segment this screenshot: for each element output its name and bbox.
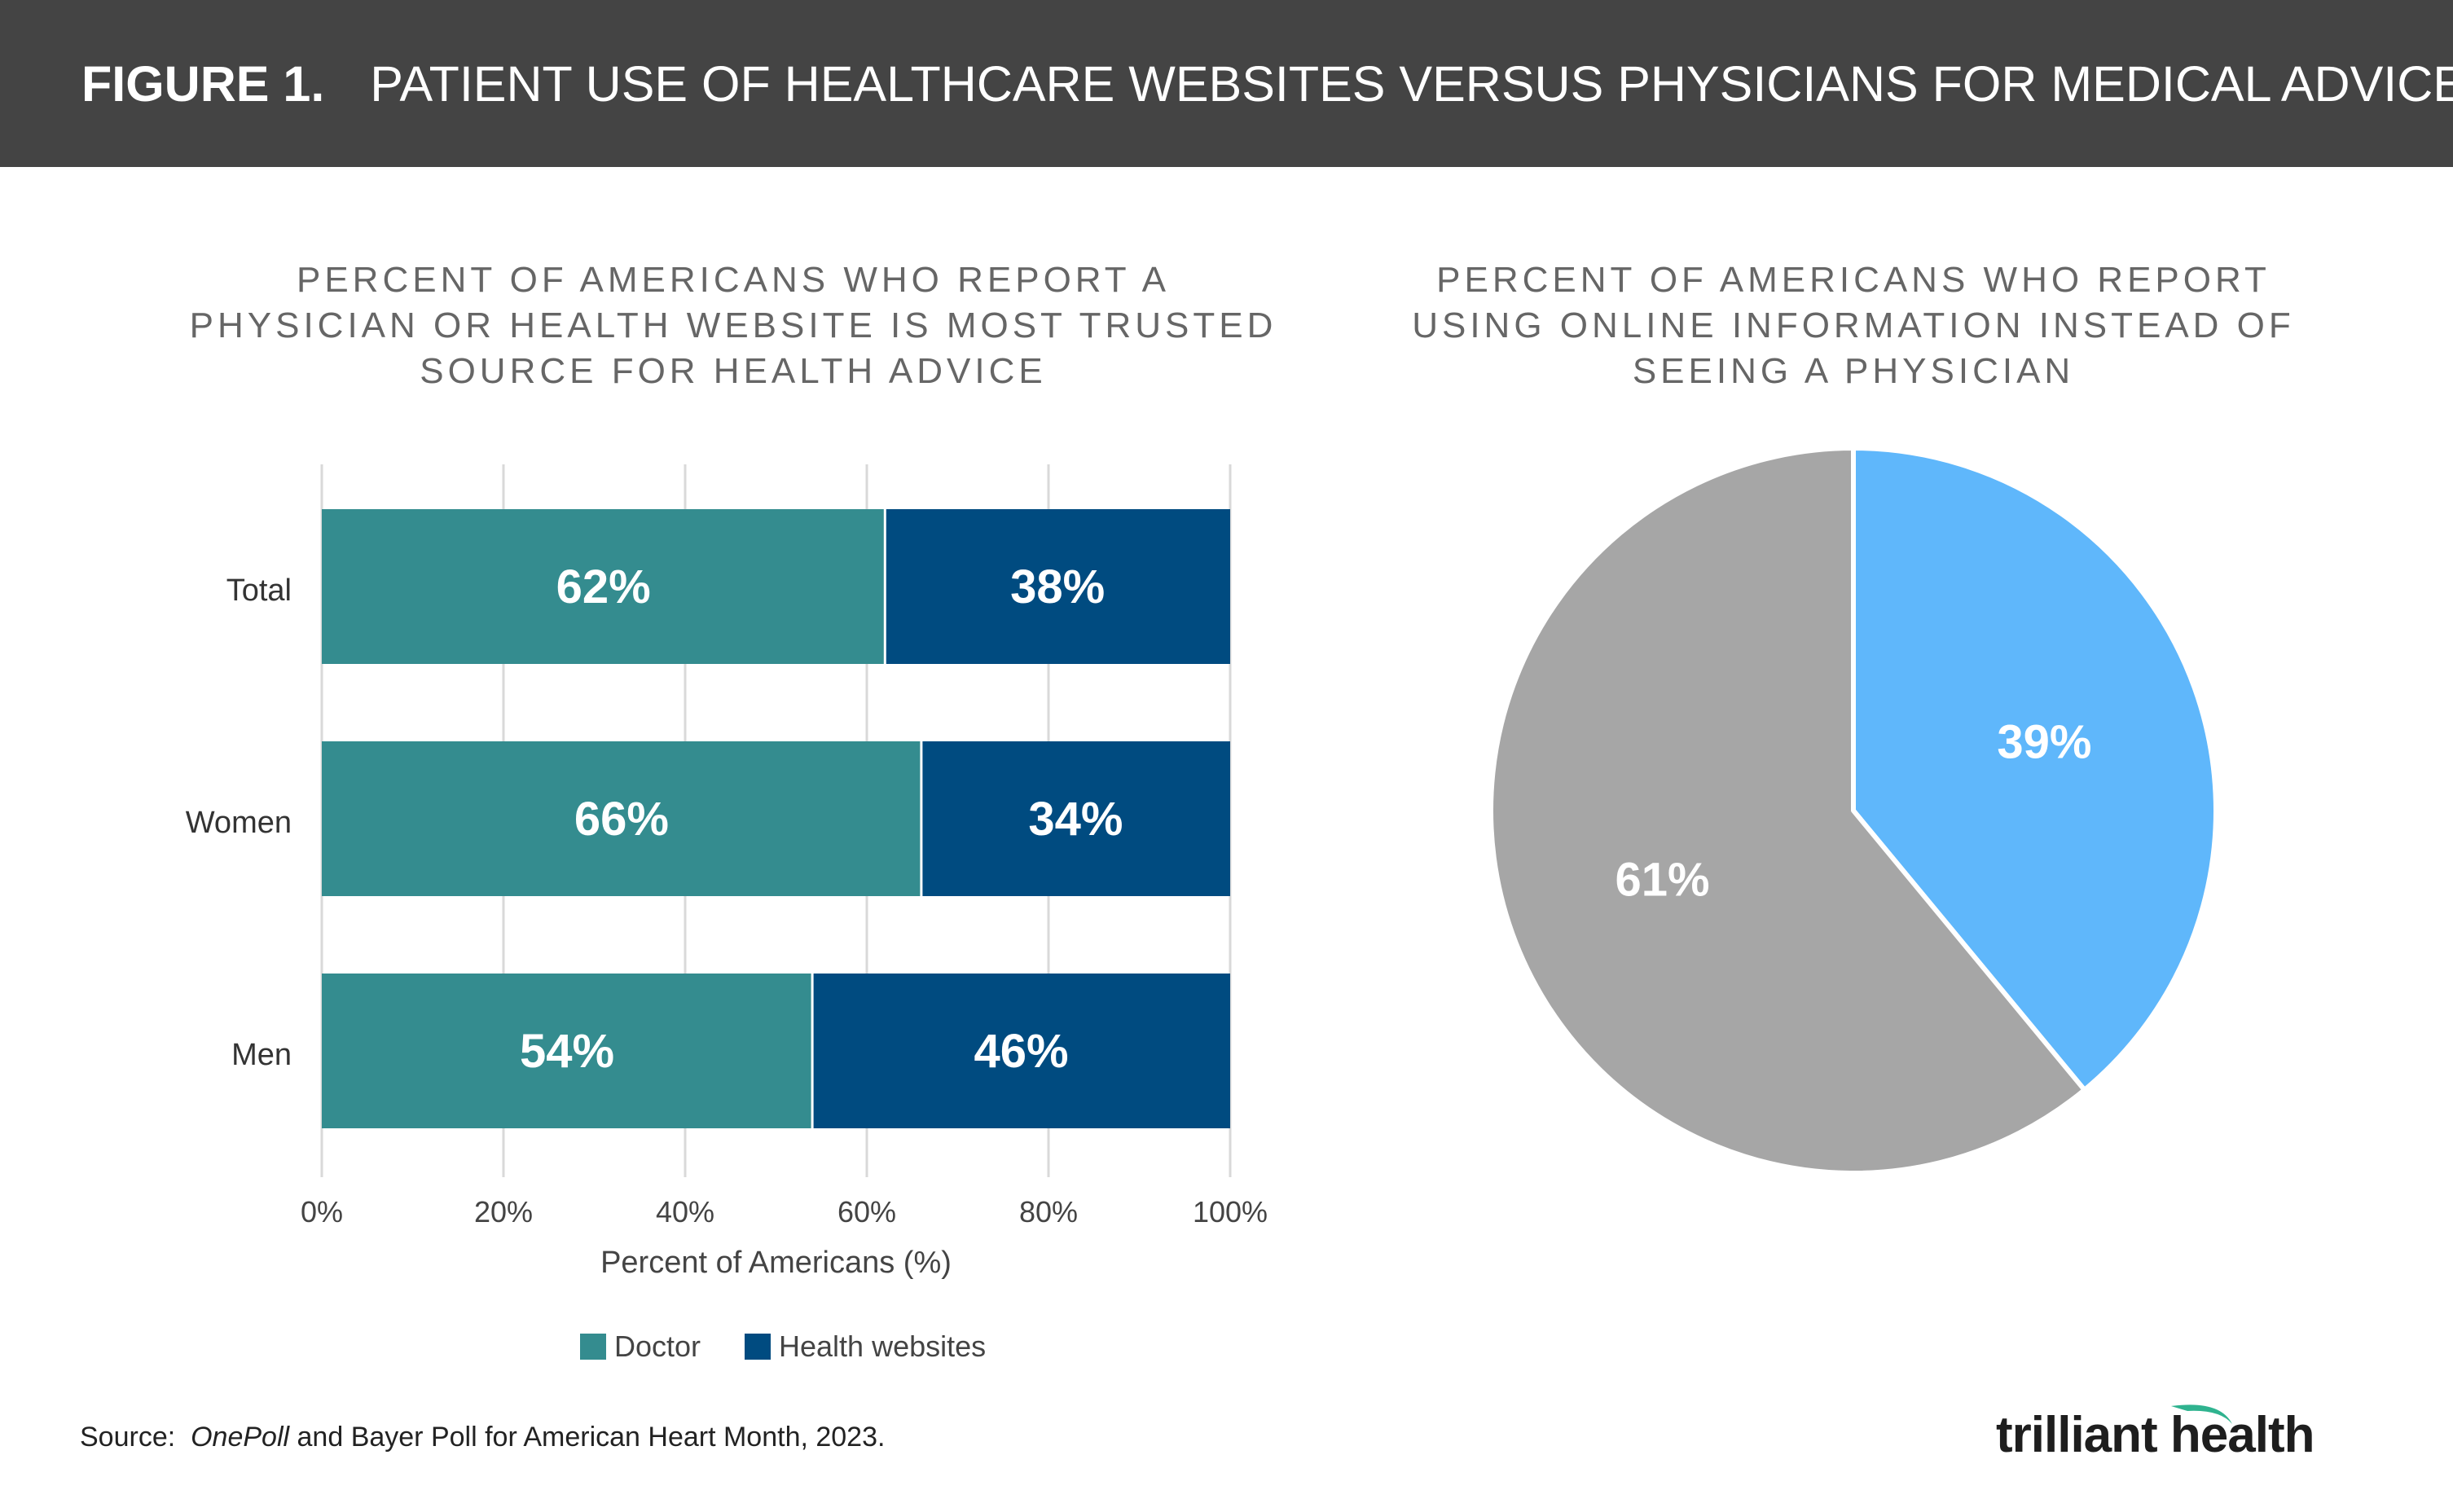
bar-segment-doctor	[322, 741, 921, 896]
data-label: 38%	[1010, 560, 1105, 613]
x-tick-label: 80%	[1019, 1195, 1078, 1228]
category-label: Total	[226, 574, 292, 608]
data-label: 66%	[574, 793, 669, 846]
x-axis-label: Percent of Americans (%)	[600, 1246, 952, 1280]
x-tick-label: 0%	[301, 1195, 343, 1228]
category-label: Men	[231, 1038, 292, 1072]
pie-chart-title: PERCENT OF AMERICANS WHO REPORT USING ON…	[1344, 257, 2363, 394]
bar-segment-doctor	[322, 974, 813, 1128]
x-tick-label: 40%	[656, 1195, 714, 1228]
figure-title-text: PATIENT USE OF HEALTHCARE WEBSITES VERSU…	[370, 56, 2453, 112]
logo-swoosh-icon	[2171, 1404, 2232, 1424]
data-label: 62%	[556, 560, 651, 613]
trilliant-health-logo: trilliant health	[1996, 1400, 2387, 1481]
bar-chart-title-line: PHYSICIAN OR HEALTH WEBSITE IS MOST TRUS…	[189, 305, 1277, 345]
bar-chart-title-line: PERCENT OF AMERICANS WHO REPORT A	[296, 260, 1171, 300]
source-italic: OnePoll	[191, 1422, 290, 1453]
pie-chart-title-line: USING ONLINE INFORMATION INSTEAD OF	[1412, 305, 2295, 345]
x-tick-label: 20%	[474, 1195, 533, 1228]
pie-chart-title-line: SEEING A PHYSICIAN	[1632, 351, 2075, 391]
source-note: Source: OnePoll and Bayer Poll for Ameri…	[80, 1422, 885, 1453]
pie-slice-label: 61%	[1615, 853, 1709, 906]
x-tick-label: 60%	[837, 1195, 896, 1228]
pie-slice	[1851, 446, 2218, 1092]
x-tick-label: 100%	[1193, 1195, 1268, 1228]
stacked-bar-chart: 0% 20% 40% 60% 80% 100% Total 62% 38% Women 66% 34%…	[186, 464, 1268, 1363]
bar-segment-doctor	[322, 509, 886, 664]
bar-segment-health-websites	[812, 974, 1230, 1128]
pie-slice	[1488, 446, 2087, 1176]
category-label: Women	[186, 806, 292, 840]
pie-chart: 39% 61%	[1488, 446, 2218, 1176]
source-prefix: Source:	[80, 1422, 176, 1453]
legend: Doctor Health websites	[580, 1330, 986, 1363]
pie-chart-title-line: PERCENT OF AMERICANS WHO REPORT	[1436, 260, 2271, 300]
data-label: 54%	[520, 1025, 614, 1078]
legend-swatch-health-websites	[745, 1334, 771, 1360]
figure-label: FIGURE 1.	[81, 56, 325, 112]
bar-segment-health-websites	[885, 509, 1230, 664]
legend-swatch-doctor	[580, 1334, 606, 1360]
bar-chart-title: PERCENT OF AMERICANS WHO REPORT A PHYSIC…	[147, 257, 1320, 394]
legend-label: Health websites	[779, 1330, 986, 1363]
figure-title: FIGURE 1. PATIENT USE OF HEALTHCARE WEBSI…	[81, 55, 2453, 112]
bar-chart-title-line: SOURCE FOR HEALTH ADVICE	[420, 351, 1047, 391]
bar-segment-health-websites	[921, 741, 1230, 896]
logo-wordmark: trilliant health	[1996, 1407, 2315, 1463]
data-label: 34%	[1028, 793, 1123, 846]
legend-label: Doctor	[614, 1330, 701, 1363]
figure-header: FIGURE 1. PATIENT USE OF HEALTHCARE WEBSI…	[0, 0, 2453, 167]
pie-slice-label: 39%	[1997, 716, 2091, 769]
data-label: 46%	[974, 1025, 1069, 1078]
source-rest: and Bayer Poll for American Heart Month,…	[297, 1422, 886, 1453]
